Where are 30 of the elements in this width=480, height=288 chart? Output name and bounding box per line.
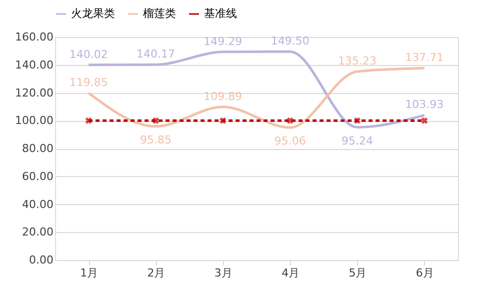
data-label: 95.85	[140, 133, 172, 146]
data-label: 149.29	[204, 34, 242, 48]
y-tick-label: 0.00	[29, 254, 54, 266]
data-label: 140.02	[69, 48, 108, 61]
data-label: 140.17	[136, 48, 175, 61]
y-tick-label: 20.00	[22, 226, 54, 239]
x-tick-label: 5月	[348, 266, 367, 280]
data-label: 149.50	[270, 34, 310, 48]
data-label: 135.23	[338, 54, 376, 68]
x-tick-label: 3月	[214, 266, 232, 280]
x-tick-label: 1月	[80, 266, 98, 280]
data-label: 103.93	[405, 98, 444, 112]
legend-label: 基准线	[204, 7, 237, 20]
y-tick-label: 140.00	[15, 58, 54, 72]
y-tick-label: 40.00	[22, 198, 54, 211]
legend-label: 榴莲类	[143, 7, 176, 20]
legend-label: 火龙果类	[71, 7, 115, 20]
data-label: 95.06	[274, 134, 306, 148]
data-label: 137.71	[405, 51, 444, 64]
y-tick-label: 100.00	[15, 114, 54, 128]
data-label: 119.85	[69, 76, 108, 89]
x-tick-label: 4月	[282, 266, 300, 280]
y-tick-label: 60.00	[22, 170, 54, 183]
y-tick-label: 80.00	[22, 142, 54, 155]
x-tick-label: 6月	[416, 266, 434, 280]
y-tick-label: 120.00	[15, 86, 54, 100]
x-tick-label: 2月	[147, 266, 166, 280]
data-label: 109.89	[204, 90, 242, 103]
data-label: 95.24	[342, 134, 373, 148]
y-tick-label: 160.00	[15, 30, 54, 44]
